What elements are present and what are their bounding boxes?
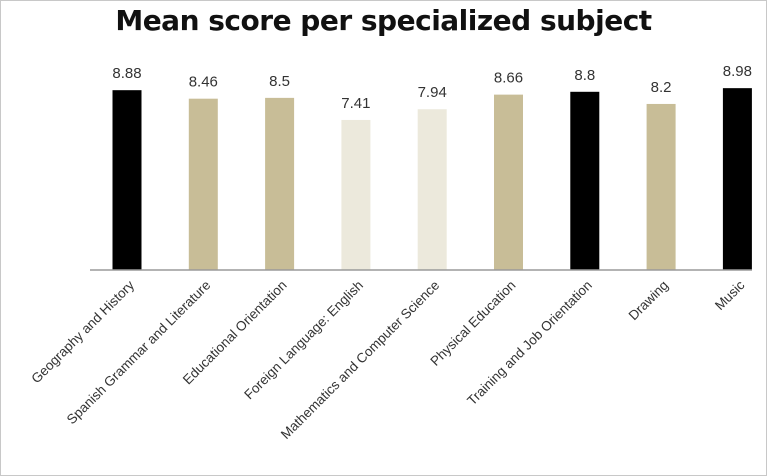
- bar-5: [417, 109, 447, 270]
- value-label-1: 8.88: [112, 65, 141, 82]
- category-label-6: Physical Education: [427, 278, 518, 369]
- bar-1: [112, 90, 142, 271]
- category-label-7: Training and Job Orientation: [464, 278, 595, 409]
- chart-title: Mean score per specialized subject: [115, 4, 652, 37]
- bar-7: [570, 91, 600, 270]
- value-label-7: 8.8: [574, 67, 595, 84]
- value-label-6: 8.66: [494, 70, 523, 87]
- bars-group: [112, 88, 752, 271]
- value-label-8: 8.2: [651, 79, 672, 96]
- bar-3: [265, 97, 295, 270]
- value-label-4: 7.41: [341, 95, 370, 112]
- bar-6: [494, 94, 523, 270]
- value-label-5: 7.94: [418, 84, 447, 101]
- bar-4: [341, 119, 371, 270]
- value-label-9: 8.98: [723, 63, 752, 80]
- category-label-8: Drawing: [626, 278, 672, 324]
- value-label-3: 8.5: [269, 73, 290, 90]
- value-labels-group: 8.88 8.46 8.5 7.41 7.94 8.66 8.8 8.2 8.98: [112, 63, 752, 112]
- bar-9: [722, 88, 752, 270]
- category-label-5: Mathematics and Computer Science: [278, 278, 442, 442]
- category-label-2: Spanish Grammar and Literature: [64, 278, 214, 428]
- bar-8: [646, 103, 676, 270]
- value-label-2: 8.46: [189, 74, 218, 91]
- category-label-9: Music: [712, 277, 748, 313]
- bar-2: [188, 98, 218, 270]
